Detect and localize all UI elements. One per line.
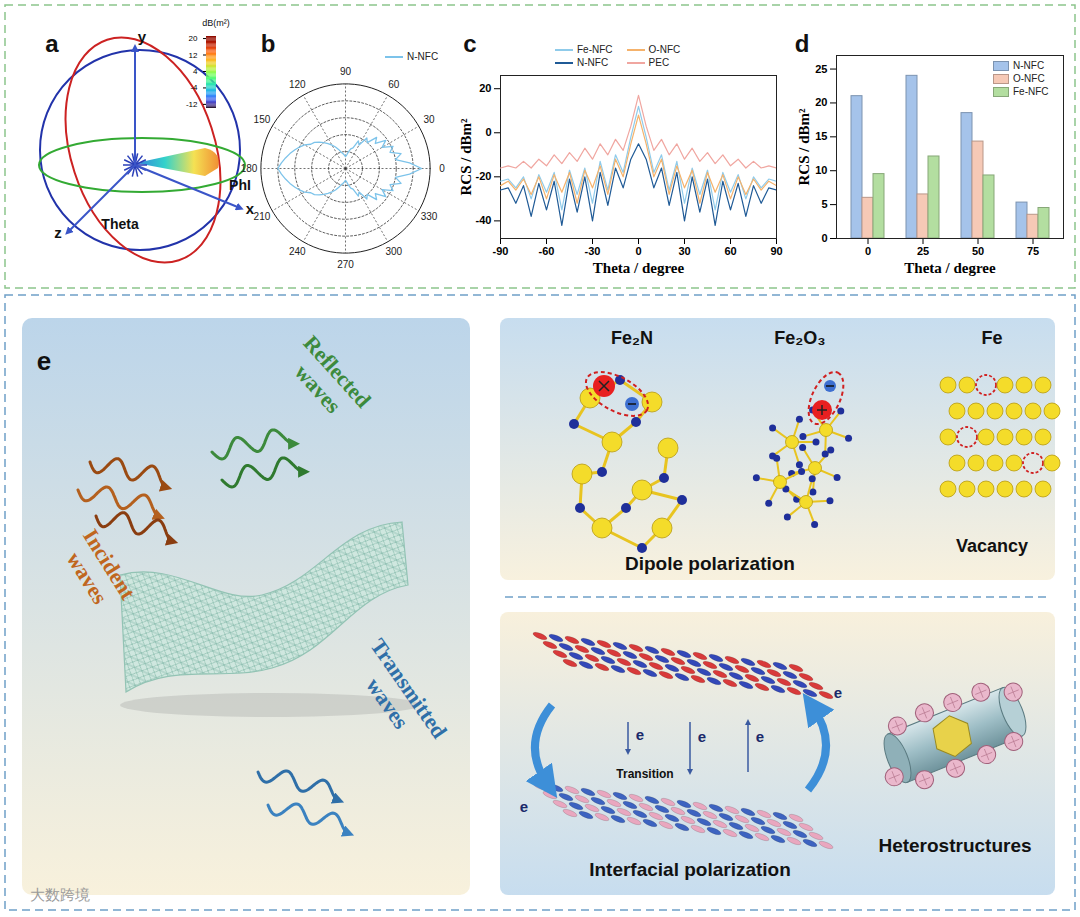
svg-text:180: 180 — [241, 163, 258, 174]
svg-text:90: 90 — [770, 245, 782, 257]
html-text:PEC: PEC — [648, 57, 670, 68]
svg-text:5: 5 — [821, 198, 827, 210]
svg-text:e: e — [756, 728, 764, 745]
svg-text:10: 10 — [815, 164, 827, 176]
svg-text:50: 50 — [972, 245, 984, 257]
svg-text:330: 330 — [421, 211, 438, 222]
svg-text:waves: waves — [361, 673, 414, 734]
svg-text:Theta: Theta — [101, 216, 139, 232]
svg-text:300: 300 — [385, 246, 402, 257]
svg-text:-12: -12 — [186, 100, 198, 109]
svg-text:20: 20 — [189, 34, 198, 43]
svg-text:e: e — [636, 726, 644, 743]
svg-text:60: 60 — [724, 245, 736, 257]
svg-text:Theta / degree: Theta / degree — [904, 260, 996, 276]
svg-text:-60: -60 — [539, 245, 555, 257]
html-text:N-NFC: N-NFC — [577, 57, 609, 68]
svg-text:a: a — [45, 30, 59, 57]
svg-text:-30: -30 — [585, 245, 601, 257]
svg-text:75: 75 — [1027, 245, 1039, 257]
svg-text:-90: -90 — [493, 245, 509, 257]
svg-text:15: 15 — [815, 130, 827, 142]
svg-text:e: e — [37, 346, 51, 376]
svg-text:-4: -4 — [190, 83, 198, 92]
svg-text:Transition: Transition — [616, 767, 673, 781]
svg-text:Fe: Fe — [981, 328, 1002, 348]
svg-text:d: d — [795, 30, 810, 57]
svg-text:20: 20 — [479, 82, 491, 94]
svg-text:Interfacial polarization: Interfacial polarization — [589, 859, 791, 880]
svg-text:c: c — [463, 30, 476, 57]
svg-text:4: 4 — [193, 67, 198, 76]
svg-text:0: 0 — [485, 126, 491, 138]
svg-text:Dipole polarization: Dipole polarization — [625, 553, 795, 574]
html-text:N-NFC: N-NFC — [407, 51, 439, 62]
svg-text:270: 270 — [337, 259, 354, 270]
svg-text:RCS / dBm²: RCS / dBm² — [796, 108, 812, 186]
html-text:Fe-NFC: Fe-NFC — [577, 44, 613, 55]
svg-text:RCS / dBm²: RCS / dBm² — [458, 118, 474, 196]
svg-text:大数跨境: 大数跨境 — [30, 886, 90, 903]
svg-text:b: b — [261, 30, 276, 57]
svg-text:e: e — [520, 798, 528, 815]
svg-text:Vacancy: Vacancy — [956, 536, 1028, 556]
svg-text:210: 210 — [254, 211, 271, 222]
svg-text:-40: -40 — [476, 214, 492, 226]
svg-text:Transmitted: Transmitted — [365, 633, 453, 743]
svg-text:Heterostructures: Heterostructures — [878, 835, 1031, 856]
svg-text:e: e — [834, 684, 842, 701]
svg-text:0: 0 — [635, 245, 641, 257]
svg-text:120: 120 — [289, 79, 306, 90]
svg-text:20: 20 — [815, 96, 827, 108]
svg-text:waves: waves — [290, 359, 346, 418]
svg-text:30: 30 — [423, 114, 435, 125]
svg-text:0: 0 — [865, 245, 871, 257]
svg-text:dB(m²): dB(m²) — [202, 18, 230, 28]
svg-text:25: 25 — [815, 63, 827, 75]
svg-text:Incident: Incident — [78, 524, 141, 604]
svg-text:12: 12 — [189, 51, 198, 60]
svg-text:Reflected: Reflected — [298, 330, 376, 413]
svg-text:-20: -20 — [476, 170, 492, 182]
svg-text:90: 90 — [340, 66, 352, 77]
html-text:O-NFC: O-NFC — [648, 44, 681, 55]
svg-text:0: 0 — [439, 163, 445, 174]
svg-text:25: 25 — [917, 245, 929, 257]
svg-text:Theta / degree: Theta / degree — [593, 260, 685, 276]
svg-text:waves: waves — [62, 547, 113, 608]
svg-text:z: z — [54, 224, 62, 241]
svg-text:Fe₂N: Fe₂N — [611, 328, 653, 348]
svg-text:x: x — [245, 200, 255, 217]
svg-text:y: y — [138, 28, 147, 45]
svg-text:Fe₂O₃: Fe₂O₃ — [774, 328, 825, 348]
svg-text:60: 60 — [388, 79, 400, 90]
svg-text:0: 0 — [821, 232, 827, 244]
svg-text:30: 30 — [678, 245, 690, 257]
html-text:N-NFC: N-NFC — [1013, 60, 1045, 71]
svg-text:240: 240 — [289, 246, 306, 257]
html-text:O-NFC: O-NFC — [1013, 73, 1045, 84]
html-text:Fe-NFC: Fe-NFC — [1013, 86, 1049, 97]
svg-text:e: e — [698, 728, 706, 745]
svg-text:150: 150 — [254, 114, 271, 125]
svg-text:PhI: PhI — [229, 177, 251, 193]
